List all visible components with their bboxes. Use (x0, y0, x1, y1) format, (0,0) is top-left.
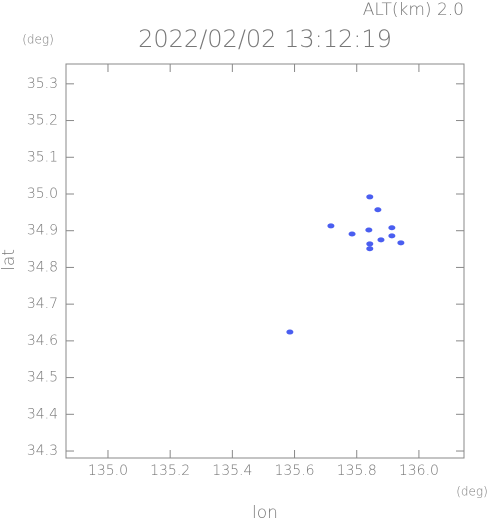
x-tick-label: 135.2 (150, 463, 190, 479)
echo-point (365, 227, 373, 233)
x-tick-label: 136.0 (399, 463, 439, 479)
y-unit: (deg) (22, 33, 54, 47)
y-tick-label: 35.1 (27, 149, 58, 165)
y-tick-label: 34.4 (27, 406, 58, 422)
y-tick-label: 34.7 (27, 296, 58, 312)
echo-point (348, 231, 356, 237)
echo-point (327, 223, 335, 229)
y-axis-label: lat (0, 249, 19, 271)
echo-point (397, 240, 405, 246)
y-tick-label: 34.9 (27, 223, 58, 239)
x-tick-label: 135.4 (212, 463, 252, 479)
echo-point (366, 194, 374, 200)
echo-point (366, 241, 374, 247)
y-tick-label: 34.6 (27, 333, 58, 349)
y-tick-label: 35.0 (27, 186, 58, 202)
echo-point (388, 225, 396, 231)
altitude-label: ALT(km) 2.0 (363, 0, 464, 20)
echo-point (388, 233, 396, 239)
y-tick-label: 34.8 (27, 259, 58, 275)
y-tick-label: 35.2 (27, 113, 58, 129)
x-axis-label: lon (252, 503, 278, 521)
echo-point (374, 207, 382, 213)
x-tick-label: 135.8 (337, 463, 377, 479)
x-tick-label: 135.0 (88, 463, 128, 479)
y-tick-label: 35.3 (27, 76, 58, 92)
echo-point (286, 329, 294, 335)
x-tick-label: 135.6 (274, 463, 314, 479)
y-tick-label: 34.5 (27, 370, 58, 386)
x-unit: (deg) (456, 485, 488, 499)
echo-point (366, 246, 374, 252)
chart-title: 2022/02/02 13:12:19 (138, 25, 392, 53)
y-tick-label: 34.3 (27, 443, 58, 459)
plot-frame (65, 63, 465, 459)
echo-point (377, 237, 385, 243)
